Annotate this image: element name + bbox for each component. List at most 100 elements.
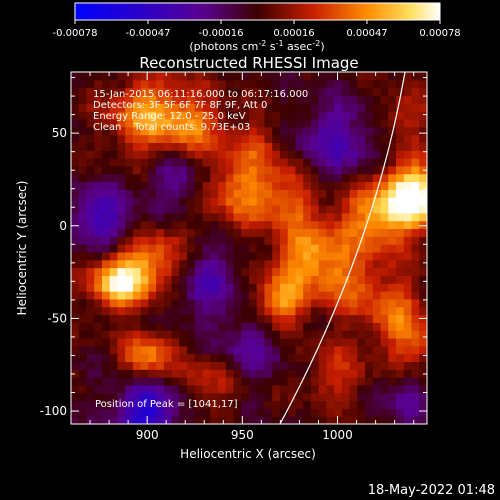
heatmap-cell (101, 165, 111, 175)
heatmap-cell (171, 134, 180, 143)
heatmap-cell (303, 79, 312, 89)
heatmap-cell (419, 212, 427, 222)
heatmap-cell (171, 150, 180, 159)
heatmap-cell (349, 267, 358, 276)
heatmap-cell (249, 400, 258, 409)
heatmap-cell (125, 330, 134, 339)
heatmap-cell (380, 353, 389, 363)
heatmap-cell (264, 345, 273, 355)
heatmap-cell (140, 189, 149, 198)
heatmap-cell (225, 111, 235, 120)
heatmap-cell (334, 314, 343, 323)
heatmap-cell (249, 181, 258, 190)
heatmap-cell (279, 251, 289, 261)
heatmap-cell (334, 392, 343, 402)
heatmap-cell (187, 251, 196, 261)
heatmap-cell (132, 173, 142, 183)
heatmap-cell (341, 283, 351, 292)
heatmap-cell (310, 314, 320, 323)
heatmap-cell (388, 416, 397, 424)
heatmap-cell (125, 369, 134, 378)
heatmap-cell (272, 322, 281, 331)
heatmap-cell (419, 377, 427, 386)
heatmap-cell (156, 220, 165, 230)
heatmap-cell (272, 189, 281, 198)
heatmap-cell (419, 220, 427, 230)
heatmap-cell (241, 392, 250, 402)
heatmap-cell (163, 220, 173, 230)
heatmap-cell (218, 142, 227, 151)
heatmap-cell (148, 337, 157, 347)
heatmap-cell (303, 228, 312, 237)
heatmap-cell (264, 95, 273, 104)
heatmap-cell (419, 150, 427, 159)
heatmap-cell (225, 87, 235, 97)
heatmap-cell (233, 251, 242, 261)
heatmap-cell (403, 181, 413, 190)
heatmap-cell (326, 384, 335, 394)
heatmap-cell (334, 173, 343, 183)
heatmap-cell (179, 181, 188, 190)
heatmap-cell (396, 220, 405, 230)
heatmap-cell (94, 337, 103, 347)
heatmap-cell (365, 251, 374, 261)
heatmap-cell (163, 87, 173, 97)
heatmap-cell (78, 251, 88, 261)
heatmap-cell (233, 369, 242, 378)
heatmap-cell (396, 134, 405, 143)
heatmap-cell (241, 416, 250, 424)
heatmap-cell (125, 204, 134, 214)
heatmap-cell (272, 220, 281, 230)
heatmap-cell (86, 118, 95, 128)
heatmap-cell (163, 283, 173, 292)
heatmap-cell (125, 306, 134, 316)
heatmap-cell (326, 189, 335, 198)
heatmap-cell (365, 95, 374, 104)
heatmap-cell (132, 259, 142, 269)
heatmap-cell (318, 142, 327, 151)
heatmap-cell (310, 384, 320, 394)
heatmap-cell (210, 345, 219, 355)
heatmap-cell (94, 408, 103, 417)
heatmap-cell (86, 197, 95, 206)
heatmap-cell (341, 259, 351, 269)
heatmap-cell (194, 134, 204, 143)
heatmap-cell (101, 228, 111, 237)
heatmap-cell (249, 228, 258, 237)
heatmap-cell (148, 392, 157, 402)
heatmap-cell (365, 87, 374, 97)
heatmap-cell (419, 118, 427, 128)
heatmap-cell (148, 118, 157, 128)
heatmap-cell (411, 236, 420, 245)
heatmap-cell (318, 118, 327, 128)
heatmap-cell (202, 267, 211, 276)
heatmap-cell (156, 337, 165, 347)
colorbar: -0.00078 -0.00047 -0.00016 0.00016 0.00047 0.… (53, 2, 461, 53)
heatmap-cell (156, 212, 165, 222)
heatmap-cell (109, 416, 119, 424)
heatmap-cell (279, 228, 289, 237)
heatmap-cell (349, 204, 358, 214)
heatmap-cell (295, 251, 304, 261)
heatmap-cell (295, 87, 304, 97)
heatmap-cell (334, 165, 343, 175)
heatmap-cell (303, 306, 312, 316)
heatmap-cell (318, 197, 327, 206)
heatmap-cell (109, 330, 119, 339)
heatmap-cell (109, 126, 119, 136)
heatmap-cell (109, 400, 119, 409)
heatmap-cell (132, 244, 142, 253)
heatmap-cell (256, 275, 266, 284)
y-tick-label: 50 (52, 126, 67, 140)
heatmap-cell (171, 111, 180, 120)
heatmap-cell (117, 259, 126, 269)
heatmap-cell (225, 337, 235, 347)
heatmap-cell (194, 361, 204, 370)
heatmap-cell (94, 314, 103, 323)
heatmap-cell (125, 400, 134, 409)
heatmap-cell (179, 361, 188, 370)
heatmap-cell (71, 408, 80, 417)
heatmap-cell (117, 111, 126, 120)
heatmap-cell (318, 283, 327, 292)
heatmap-cell (380, 330, 389, 339)
